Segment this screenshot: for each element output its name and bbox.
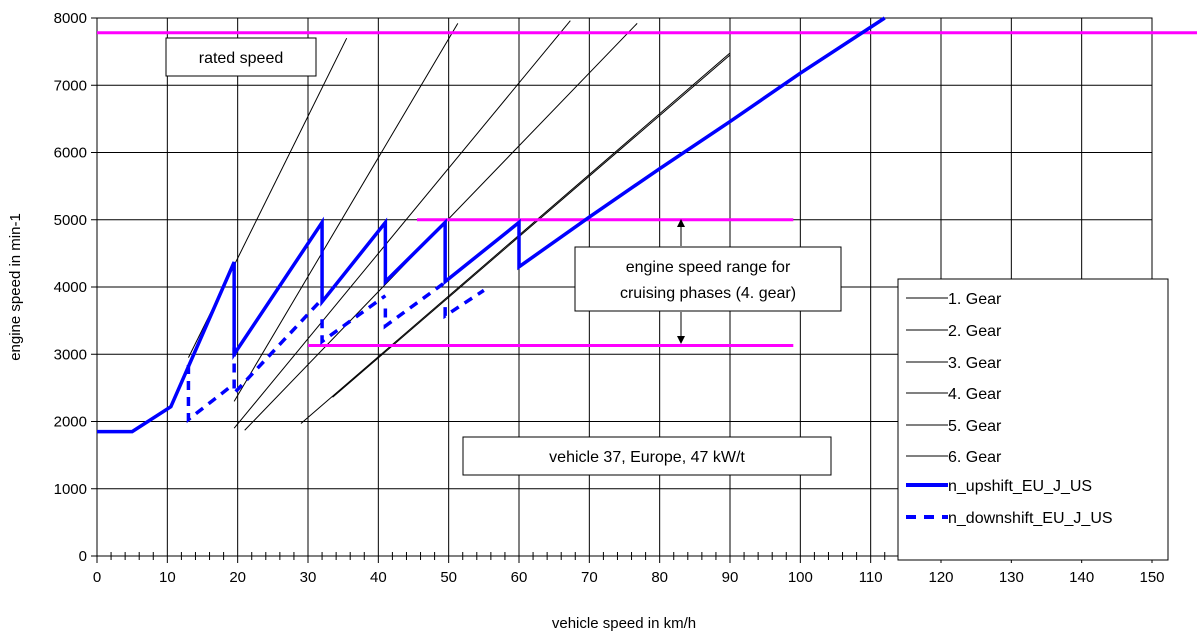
- legend-label-gear-6: 6. Gear: [948, 449, 1002, 466]
- y-axis-title: engine speed in min-1: [7, 213, 24, 361]
- downshift-segment-3: [320, 294, 387, 345]
- legend-label-gear-2: 2. Gear: [948, 323, 1002, 340]
- x-tick-label: 90: [722, 569, 739, 586]
- gear-line-2: [233, 23, 459, 402]
- legend-label-downshift: n_downshift_EU_J_US: [948, 510, 1113, 527]
- cruising-range-label-line1: engine speed range for: [626, 259, 791, 276]
- x-tick-label: 40: [370, 569, 387, 586]
- x-tick-label: 140: [1069, 569, 1094, 586]
- rated-speed-box: [165, 37, 317, 77]
- x-tick-label: 130: [999, 569, 1024, 586]
- cruising-range-box: [574, 246, 842, 312]
- vehicle-label: vehicle 37, Europe, 47 kW/t: [549, 449, 745, 466]
- y-tick-label: 2000: [54, 414, 87, 431]
- x-axis-title: vehicle speed in km/h: [552, 615, 696, 632]
- x-tick-label: 0: [93, 569, 101, 586]
- vehicle-box: [462, 436, 832, 476]
- gear-lines: [187, 20, 731, 431]
- legend-label-gear-4: 4. Gear: [948, 386, 1002, 403]
- legend-label-gear-1: 1. Gear: [948, 291, 1002, 308]
- y-tick-label: 6000: [54, 145, 87, 162]
- legend-label-gear-5: 5. Gear: [948, 418, 1002, 435]
- downshift-segment-2: [232, 297, 324, 398]
- legend-box: [897, 278, 1169, 561]
- x-tick-label: 150: [1139, 569, 1164, 586]
- rated-speed-label: rated speed: [199, 50, 284, 67]
- y-tick-label: 3000: [54, 346, 87, 363]
- cruising-range-label-line2: cruising phases (4. gear): [620, 285, 796, 302]
- upshift-line: [97, 16, 886, 434]
- y-tick-label: 0: [79, 548, 87, 565]
- x-tick-label: 100: [788, 569, 813, 586]
- x-tick-label: 50: [440, 569, 457, 586]
- downshift-segment-5: [443, 288, 485, 320]
- downshift-segment-4: [383, 280, 447, 330]
- x-tick-label: 10: [159, 569, 176, 586]
- legend-label-upshift: n_upshift_EU_J_US: [948, 478, 1092, 495]
- x-tick-label: 70: [581, 569, 598, 586]
- x-tick-label: 110: [859, 569, 883, 586]
- gear-line-3: [233, 20, 571, 429]
- gear-line-6: [332, 54, 731, 398]
- legend: 1. Gear 2. Gear 3. Gear 4. Gear 5. Gear …: [897, 278, 1169, 561]
- gear-line-5: [300, 52, 731, 424]
- x-tick-label: 30: [300, 569, 317, 586]
- legend-label-gear-3: 3. Gear: [948, 355, 1002, 372]
- x-tick-label: 20: [229, 569, 246, 586]
- y-tick-label: 8000: [54, 10, 87, 27]
- x-tick-label: 120: [928, 569, 953, 586]
- y-tick-label: 7000: [54, 77, 87, 94]
- range-arrowhead-down: [677, 336, 685, 344]
- y-axis-tick-labels: 0 1000 2000 3000 4000 5000 6000 7000 8000: [54, 10, 87, 565]
- x-tick-label: 60: [511, 569, 528, 586]
- shift-lines: [97, 16, 886, 434]
- y-tick-label: 4000: [54, 279, 87, 296]
- y-tick-label: 5000: [54, 212, 87, 229]
- y-tick-label: 1000: [54, 481, 87, 498]
- reference-lines: [97, 31, 1197, 348]
- x-tick-label: 80: [651, 569, 668, 586]
- downshift-segment-1: [186, 365, 236, 424]
- x-axis-tick-labels: 0 10 20 30 40 50 60 70 80 90 100 110 120 130 140 150: [93, 569, 1165, 586]
- range-arrowhead-up: [677, 219, 685, 227]
